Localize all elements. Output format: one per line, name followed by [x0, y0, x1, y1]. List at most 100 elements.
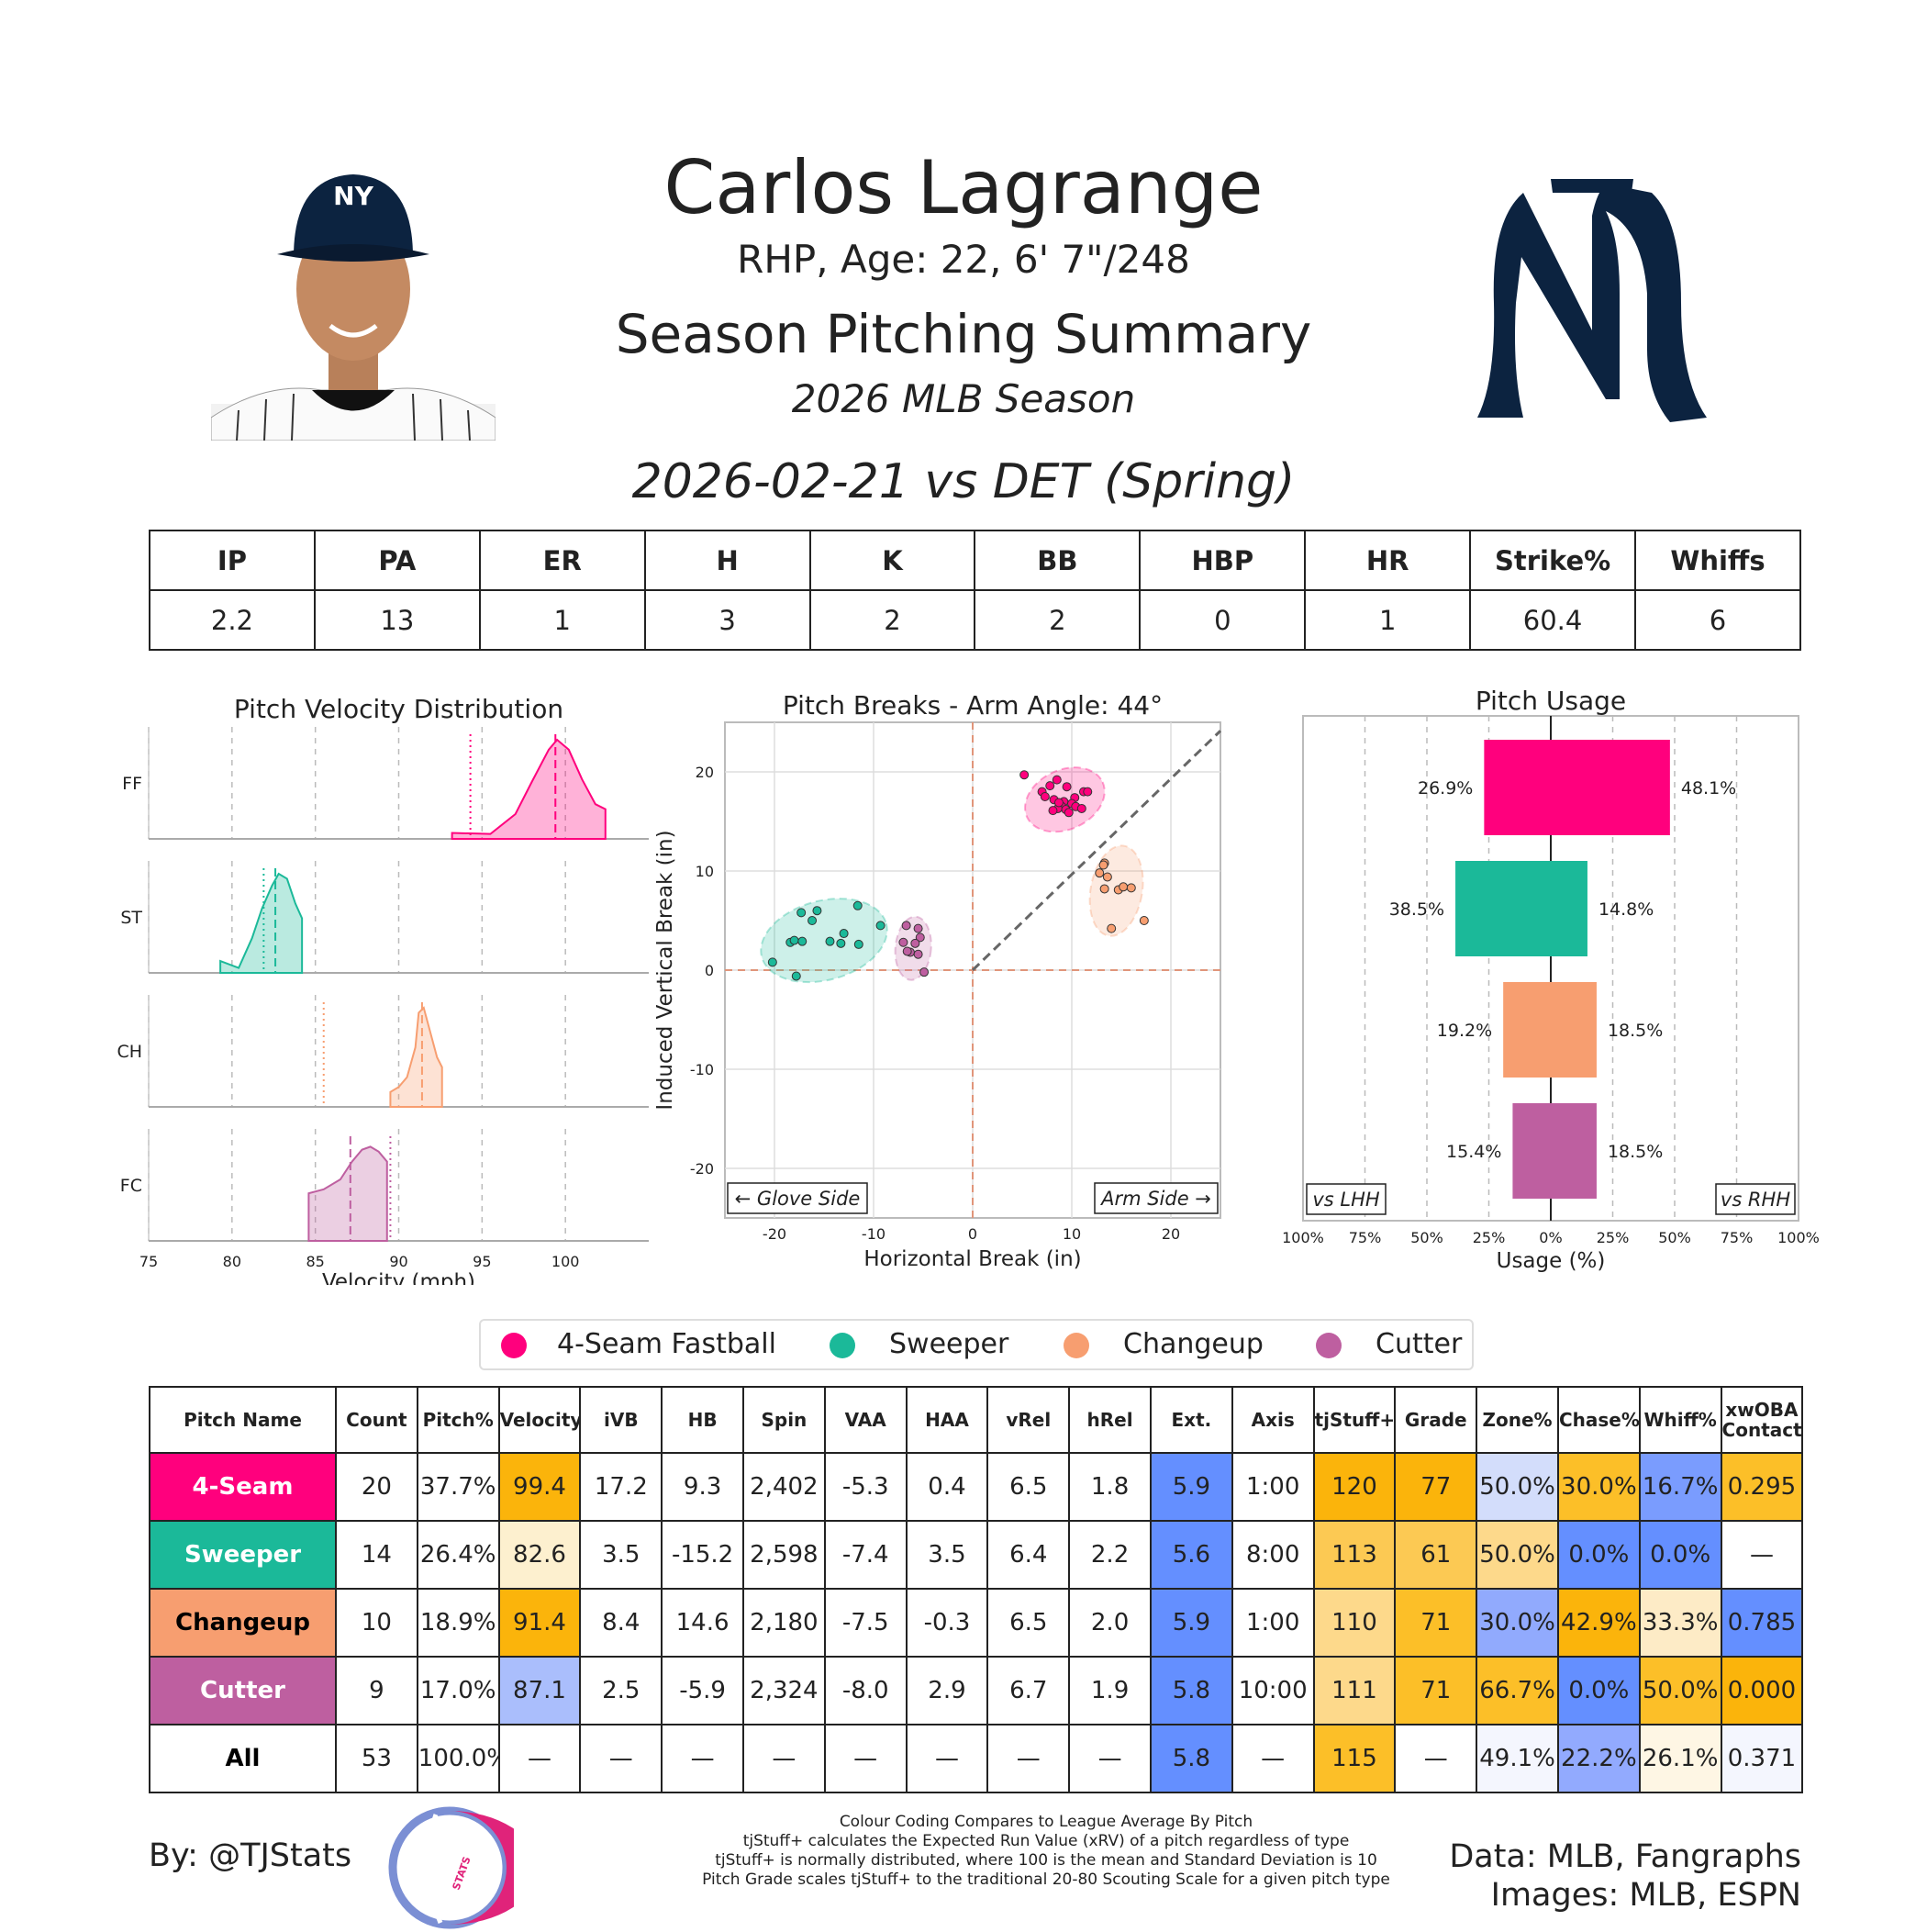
stat-value-strike-pct: 60.4	[1469, 589, 1637, 651]
pitch-table-cell-ext: 5.9	[1149, 1452, 1233, 1522]
footer-note: Pitch Grade scales tjStuff+ to the tradi…	[702, 1871, 1390, 1889]
data-sources: Data: MLB, Fangraphs Images: MLB, ESPN	[1285, 1837, 1801, 1915]
pitch-usage-chart: Pitch Usage 26.9% 48.1% 38.5% 14.8% 19.2% 18.5…	[1282, 686, 1820, 1273]
pitch-table-cell-vaa: -5.3	[823, 1452, 908, 1522]
pitch-table-cell-grade: 71	[1394, 1656, 1478, 1725]
pitch-table-cell-chase: 0.0%	[1556, 1520, 1641, 1590]
velocity-density-ch	[389, 1006, 443, 1108]
data-source: Data: MLB, Fangraphs	[1449, 1838, 1801, 1875]
vs-rhh-box	[1715, 1183, 1796, 1215]
usage-tick-label: 25%	[1473, 1229, 1506, 1246]
pitch-table-cell-count: 9	[335, 1656, 418, 1725]
break-point-sweeper	[797, 936, 808, 946]
pitch-table-cell-ivb: 2.5	[579, 1656, 663, 1725]
pitch-table-cell-haa: -0.3	[905, 1588, 989, 1658]
pitch-table-cell-ext: 5.8	[1149, 1724, 1233, 1793]
pitch-table-cell-vrel: —	[986, 1724, 1071, 1793]
pitch-table-cell-velocity: 87.1	[497, 1656, 582, 1725]
pitch-legend: 4-Seam Fastball Sweeper Changeup Cutter	[479, 1319, 1474, 1370]
usage-bar-rhh-changeup	[1551, 982, 1597, 1078]
pitch-table-cell-vaa: —	[823, 1724, 908, 1793]
usage-chart-title: Pitch Usage	[1476, 686, 1626, 716]
pitch-table-cell-vaa: -8.0	[823, 1656, 908, 1725]
usage-bar-lhh-changeup	[1503, 982, 1551, 1078]
break-point-sweeper	[796, 908, 807, 918]
usage-value-lhh-cutter: 15.4%	[1446, 1142, 1501, 1162]
break-point-cutter	[919, 967, 930, 977]
break-y-tick-label: 20	[696, 764, 714, 781]
pitch-table-cell-velocity: 91.4	[497, 1588, 582, 1658]
arm-angle-line	[971, 730, 1222, 972]
pitch-table-cell-whiff: 0.0%	[1638, 1520, 1722, 1590]
velocity-row-label-st: ST	[120, 908, 142, 928]
break-point-cutter	[913, 923, 923, 933]
pitch-table-cell-vrel: 6.5	[986, 1588, 1071, 1658]
pitch-table-cell-axis: 10:00	[1231, 1656, 1315, 1725]
pitch-table-cell-count: 20	[335, 1452, 418, 1522]
glove-side-label: ← Glove Side	[735, 1188, 861, 1210]
pitch-table-cell-count: 53	[335, 1724, 418, 1793]
pitch-table-cell-xwoba-contact: 0.371	[1720, 1724, 1804, 1793]
footer-note: Colour Coding Compares to League Average…	[839, 1813, 1253, 1831]
pitch-table-cell-pitch: 26.4%	[416, 1520, 500, 1590]
stat-header-pa: PA	[313, 530, 481, 591]
break-x-tick-label: -10	[862, 1225, 886, 1243]
break-point-changeup	[1098, 860, 1108, 870]
break-point-4-seam-fastball	[1076, 803, 1086, 813]
break-y-tick-label: 10	[696, 863, 714, 880]
velocity-row-label-ch: CH	[117, 1042, 142, 1062]
pitch-table-cell-velocity: 99.4	[497, 1452, 582, 1522]
pitch-table-cell-tjstuff: 111	[1312, 1656, 1397, 1725]
pitch-table-header-grade: Grade	[1394, 1386, 1478, 1454]
break-point-changeup	[1095, 868, 1105, 878]
break-point-sweeper	[825, 936, 835, 946]
break-point-4-seam-fastball	[1064, 808, 1074, 818]
pitch-table-header-hb: HB	[661, 1386, 744, 1454]
break-point-cutter	[913, 949, 923, 959]
velocity-tick-label: 75	[139, 1253, 158, 1270]
usage-value-lhh-changeup: 19.2%	[1437, 1021, 1492, 1041]
break-ellipse-cutter	[894, 915, 932, 981]
pitch-table-cell-zone: 50.0%	[1476, 1452, 1559, 1522]
stat-header-bb: BB	[974, 530, 1142, 591]
velocity-row-label-fc: FC	[120, 1176, 142, 1196]
pitch-table-cell-chase: 30.0%	[1556, 1452, 1641, 1522]
pitch-table-cell-whiff: 16.7%	[1638, 1452, 1722, 1522]
break-x-tick-label: 0	[968, 1225, 977, 1243]
stat-header-strike-pct: Strike%	[1469, 530, 1637, 591]
break-point-sweeper	[791, 971, 801, 981]
pitch-table-row: Sweeper 14 26.4% 82.6 3.5 -15.2 2,598 -7.4 3.5 6.…	[149, 1520, 1804, 1590]
break-point-4-seam-fastball	[1062, 782, 1072, 792]
break-point-cutter	[902, 946, 912, 956]
pitch-break-chart: Pitch Breaks - Arm Angle: 44° -20 -10 0 10 20…	[656, 690, 1222, 1271]
pitch-table-cell-vaa: -7.5	[823, 1588, 908, 1658]
break-x-tick-label: 10	[1063, 1225, 1081, 1243]
velocity-row-label-ff: FF	[122, 774, 142, 794]
pitch-table-cell-axis: —	[1231, 1724, 1315, 1793]
stat-value-bb: 2	[974, 589, 1142, 651]
pitch-table-header-vrel: vRel	[986, 1386, 1071, 1454]
vs-lhh-label: vs LHH	[1312, 1189, 1380, 1211]
pitch-table-header-ext: Ext.	[1149, 1386, 1233, 1454]
pitch-table-cell-chase: 0.0%	[1556, 1656, 1641, 1725]
stat-value-k: 2	[808, 589, 976, 651]
stat-value-hbp: 0	[1139, 589, 1307, 651]
break-point-sweeper	[789, 935, 799, 945]
break-ellipse-sweeper	[760, 898, 888, 984]
pitch-table-header-haa: HAA	[905, 1386, 989, 1454]
pitch-name-cell: Cutter	[149, 1656, 337, 1725]
usage-bar-lhh-sweeper	[1455, 861, 1551, 956]
pitch-table-cell-velocity: —	[497, 1724, 582, 1793]
break-point-4-seam-fastball	[1053, 798, 1064, 808]
pitch-table-header-count: Count	[335, 1386, 418, 1454]
legend-marker-changeup	[1064, 1333, 1089, 1358]
velocity-density-fc	[307, 1145, 388, 1242]
pitch-table-cell-zone: 30.0%	[1476, 1588, 1559, 1658]
pitch-table-row: 4-Seam 20 37.7% 99.4 17.2 9.3 2,402 -5.3 0.4 6.5 1…	[149, 1452, 1804, 1522]
pitch-table-cell-hrel: —	[1068, 1724, 1152, 1793]
pitch-table-cell-axis: 1:00	[1231, 1588, 1315, 1658]
stat-header-whiffs: Whiffs	[1634, 530, 1801, 591]
usage-value-rhh-sweeper: 14.8%	[1598, 899, 1654, 920]
break-point-4-seam-fastball	[1045, 781, 1055, 791]
usage-tick-label: 50%	[1658, 1229, 1691, 1246]
